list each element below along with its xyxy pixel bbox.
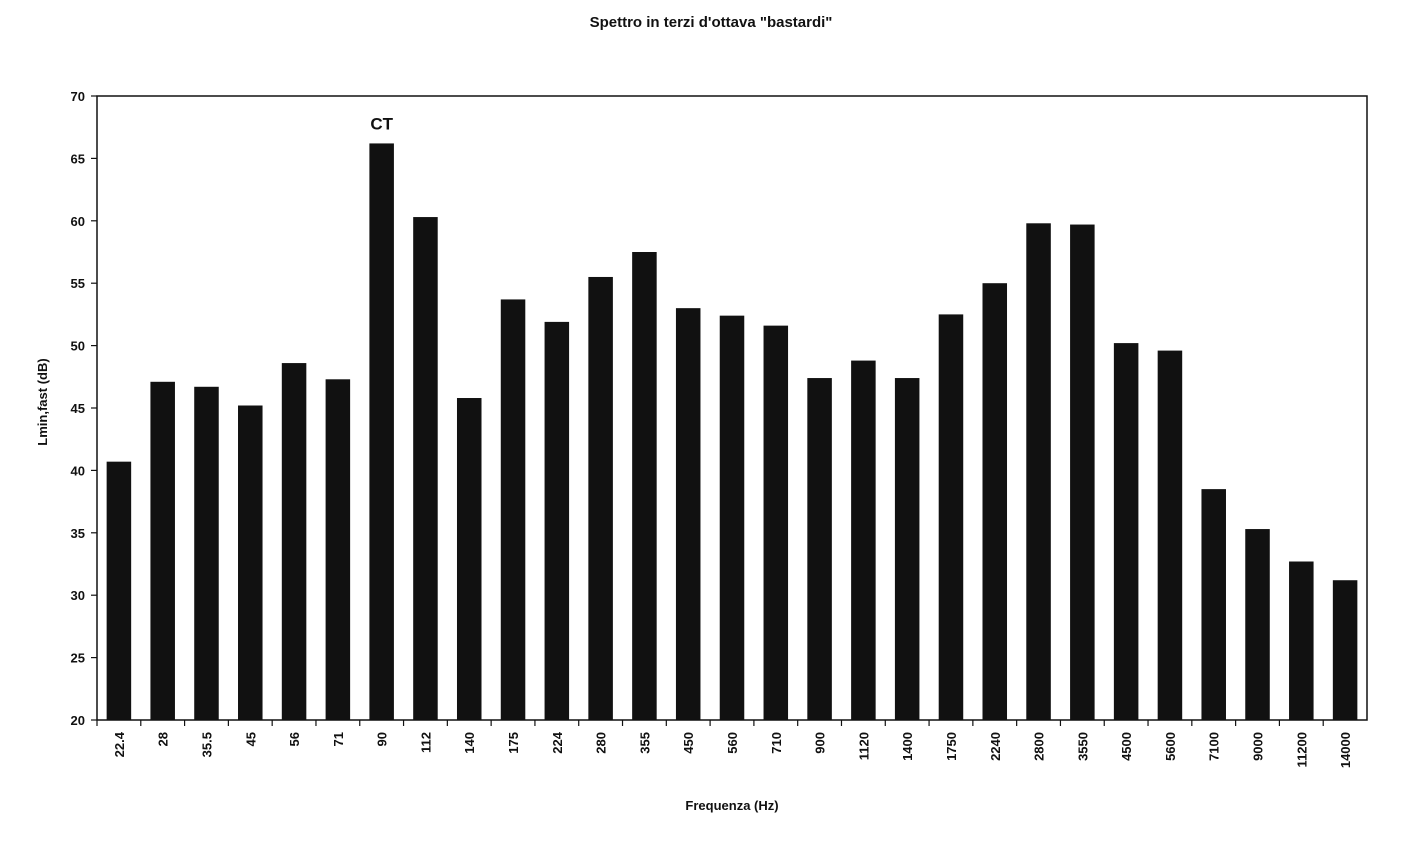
x-tick-label: 1750 <box>944 732 959 761</box>
x-tick-label: 2800 <box>1032 732 1047 761</box>
bar-45 <box>238 405 263 720</box>
x-tick-label: 175 <box>506 732 521 754</box>
x-tick-label: 9000 <box>1251 732 1266 761</box>
bar-1750 <box>938 314 964 720</box>
y-tick-label: 40 <box>71 463 85 478</box>
y-tick-label: 70 <box>71 89 85 104</box>
x-tick-label: 112 <box>418 732 433 753</box>
y-tick-label: 45 <box>71 401 85 416</box>
bar-2240 <box>982 283 1008 720</box>
bar-11200 <box>1289 561 1314 720</box>
annotations-group: CT <box>370 114 393 133</box>
x-axis-title: Frequenza (Hz) <box>685 798 778 813</box>
bar-14000 <box>1332 580 1358 720</box>
bar-1400 <box>894 378 920 720</box>
x-tick-label: 45 <box>243 732 258 746</box>
y-tick-label: 55 <box>71 276 85 291</box>
bar-22-4 <box>106 461 132 720</box>
bars-group <box>106 143 1358 720</box>
x-tick-label: 7100 <box>1207 732 1222 761</box>
plot-area-frame <box>96 95 1368 721</box>
x-tick-label: 14000 <box>1338 732 1353 768</box>
y-tick-label: 25 <box>71 651 85 666</box>
x-tick-label: 2240 <box>988 732 1003 761</box>
x-tick-label: 560 <box>725 732 740 754</box>
x-tick-label: 90 <box>375 732 390 746</box>
x-tick-label: 56 <box>287 732 302 746</box>
bar-560 <box>719 315 745 720</box>
y-tick-label: 60 <box>71 214 85 229</box>
x-tick-label: 140 <box>462 732 477 754</box>
x-tick-label: 450 <box>681 732 696 754</box>
bar-450 <box>675 308 701 720</box>
bar-90 <box>369 143 394 720</box>
bar-4500 <box>1113 343 1139 720</box>
bar-175 <box>500 299 526 720</box>
x-tick-label: 22.4 <box>112 731 127 757</box>
bar-7100 <box>1201 489 1226 720</box>
x-tick-label: 1120 <box>856 732 871 760</box>
bar-112 <box>413 217 438 720</box>
y-axis-title: Lmin,fast (dB) <box>35 358 50 445</box>
y-tick-label: 30 <box>71 588 85 603</box>
bar-710 <box>763 325 789 720</box>
bar-35-5 <box>194 386 219 720</box>
bar-140 <box>456 398 482 720</box>
bar-355 <box>632 252 657 720</box>
y-tick-label: 20 <box>71 713 85 728</box>
bar-3550 <box>1070 224 1095 720</box>
y-axis-ticks: 20 25 30 35 40 45 50 55 60 65 70 <box>71 89 97 728</box>
x-tick-label: 3550 <box>1075 732 1090 761</box>
x-tick-label: 224 <box>550 731 565 753</box>
x-tick-label: 4500 <box>1119 732 1134 761</box>
x-axis-ticks: 22.4 28 35.5 45 56 71 90 112 140 175 224 280 355 450 5… <box>96 720 1353 768</box>
bar-1120 <box>851 360 876 720</box>
bar-280 <box>588 276 613 720</box>
bar-224 <box>544 321 570 720</box>
annotation-label: CT <box>370 114 393 133</box>
x-tick-label: 71 <box>331 732 346 746</box>
bar-71 <box>325 379 351 720</box>
x-tick-label: 5600 <box>1163 732 1178 761</box>
x-tick-label: 280 <box>594 732 609 754</box>
y-tick-label: 50 <box>71 339 85 354</box>
x-tick-label: 355 <box>637 732 652 754</box>
x-tick-label: 710 <box>769 732 784 754</box>
y-tick-label: 65 <box>71 151 85 166</box>
bar-9000 <box>1245 529 1270 720</box>
bar-56 <box>281 363 307 720</box>
x-tick-label: 35.5 <box>199 732 214 757</box>
bar-28 <box>150 381 175 720</box>
x-tick-label: 1400 <box>900 732 915 761</box>
bar-5600 <box>1157 350 1183 720</box>
x-tick-label: 28 <box>156 732 171 746</box>
x-tick-label: 900 <box>813 732 828 754</box>
chart-title: Spettro in terzi d'ottava "bastardi" <box>589 14 833 31</box>
bar-900 <box>807 378 832 720</box>
y-tick-label: 35 <box>71 526 85 541</box>
bar-2800 <box>1026 223 1051 720</box>
x-tick-label: 11200 <box>1294 732 1309 767</box>
